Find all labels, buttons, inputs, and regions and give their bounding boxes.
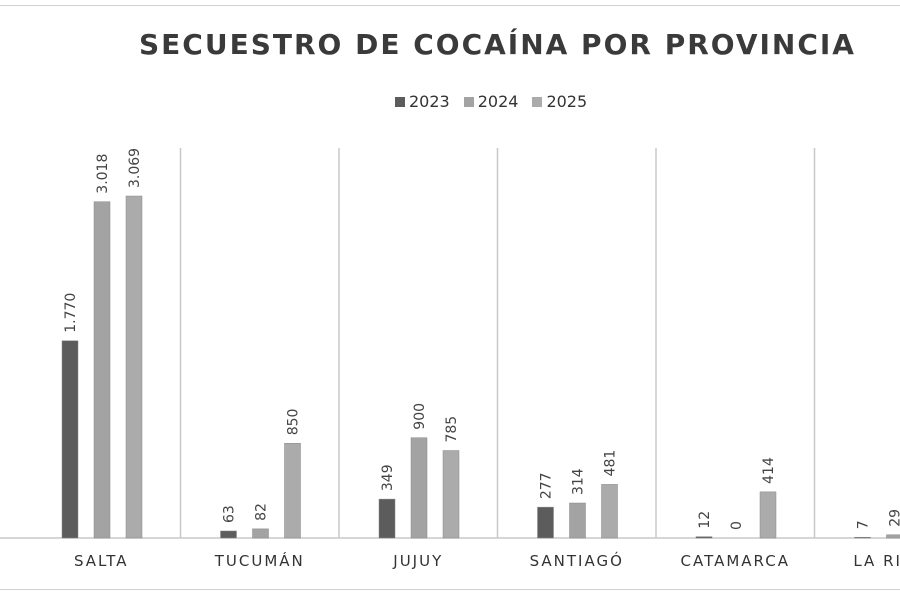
legend-item: 2025 [532,92,587,111]
legend: 2023 2024 2025 [395,92,587,111]
category-label: TUCUMÁN [214,551,305,570]
data-label: 414 [761,457,777,484]
data-label: 314 [571,468,587,495]
data-label: 12 [697,511,713,529]
bar [61,340,79,539]
legend-swatch [395,96,405,107]
data-label: 277 [539,472,555,499]
bar [695,536,713,539]
bar [220,530,237,539]
category-label: JUJUY [392,552,443,570]
bar [601,484,618,539]
data-label: 29 [888,509,900,527]
data-label: 900 [412,403,428,430]
bar [410,437,428,539]
data-label: 3.069 [127,148,143,188]
data-label: 3.018 [95,154,111,194]
bar [886,534,900,539]
category-label: SALTA [74,552,129,570]
data-label: 82 [254,503,270,521]
data-label: 785 [444,416,460,443]
data-label: 481 [603,450,619,477]
bar [759,491,777,539]
legend-swatch [532,96,543,107]
bar [854,536,871,539]
legend-label: 2025 [546,92,588,111]
bar [284,443,301,539]
legend-label: 2024 [477,92,519,111]
data-label: 850 [286,409,302,436]
bar [93,201,111,539]
bar [442,450,460,539]
legend-label: 2023 [409,92,450,111]
bar [252,528,269,539]
category-label: LA RIOJA [853,552,900,570]
legend-item: 2023 [395,92,450,111]
bar [537,506,554,539]
bar [378,498,396,539]
chart-title: SECUESTRO DE COCAÍNA POR PROVINCIA [139,28,856,61]
bar [125,195,143,539]
chart-frame [0,5,900,590]
data-label: 0 [729,521,745,530]
category-label: SANTIAGÓ [530,551,624,570]
data-label: 1.770 [63,293,79,333]
bar [569,502,586,539]
data-label: 349 [380,464,396,491]
legend-swatch [463,96,474,107]
legend-item: 2024 [463,92,519,111]
category-label: CATAMARCA [681,552,790,570]
data-label: 63 [222,505,238,523]
data-label: 7 [856,520,872,529]
